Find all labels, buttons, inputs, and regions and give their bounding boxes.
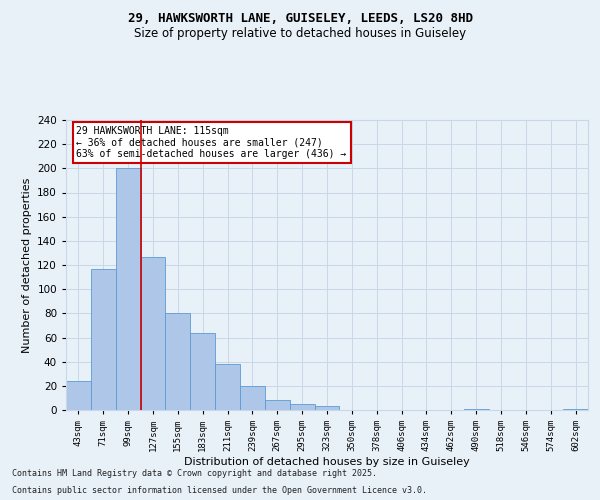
Bar bbox=[91, 268, 116, 410]
Text: 29, HAWKSWORTH LANE, GUISELEY, LEEDS, LS20 8HD: 29, HAWKSWORTH LANE, GUISELEY, LEEDS, LS… bbox=[128, 12, 473, 26]
Bar bbox=[66, 381, 91, 410]
Bar bbox=[240, 386, 265, 410]
Bar bbox=[464, 409, 488, 410]
Bar bbox=[140, 256, 166, 410]
Text: Size of property relative to detached houses in Guiseley: Size of property relative to detached ho… bbox=[134, 28, 466, 40]
Bar bbox=[116, 168, 140, 410]
Bar bbox=[563, 409, 588, 410]
Bar bbox=[190, 332, 215, 410]
Bar bbox=[290, 404, 314, 410]
Bar bbox=[314, 406, 340, 410]
X-axis label: Distribution of detached houses by size in Guiseley: Distribution of detached houses by size … bbox=[184, 457, 470, 467]
Text: Contains HM Land Registry data © Crown copyright and database right 2025.: Contains HM Land Registry data © Crown c… bbox=[12, 468, 377, 477]
Bar bbox=[215, 364, 240, 410]
Bar bbox=[166, 314, 190, 410]
Text: Contains public sector information licensed under the Open Government Licence v3: Contains public sector information licen… bbox=[12, 486, 427, 495]
Y-axis label: Number of detached properties: Number of detached properties bbox=[22, 178, 32, 352]
Text: 29 HAWKSWORTH LANE: 115sqm
← 36% of detached houses are smaller (247)
63% of sem: 29 HAWKSWORTH LANE: 115sqm ← 36% of deta… bbox=[76, 126, 347, 159]
Bar bbox=[265, 400, 290, 410]
